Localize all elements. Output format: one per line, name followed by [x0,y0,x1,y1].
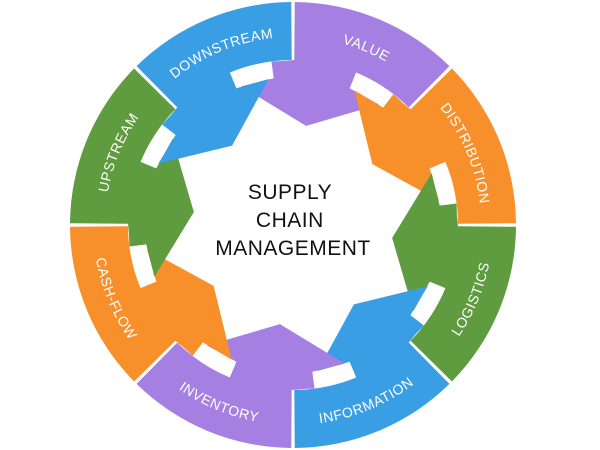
ring-segments: VALUEDISTRIBUTIONLOGISTICSINFORMATIONINV… [70,2,516,448]
segment-information [294,286,450,448]
segment-cash-flow [70,226,232,382]
center-title-line-3: MANAGEMENT [215,237,371,260]
segment-downstream [136,2,292,164]
segment-distribution [354,68,516,224]
segment-inventory [136,324,345,448]
center-title: SUPPLY CHAIN MANAGEMENT [215,181,371,260]
segment-value [241,2,450,126]
segment-logistics [392,173,516,382]
center-title-line-2: CHAIN [256,209,324,232]
segment-upstream [70,68,194,277]
center-title-line-1: SUPPLY [248,181,332,204]
